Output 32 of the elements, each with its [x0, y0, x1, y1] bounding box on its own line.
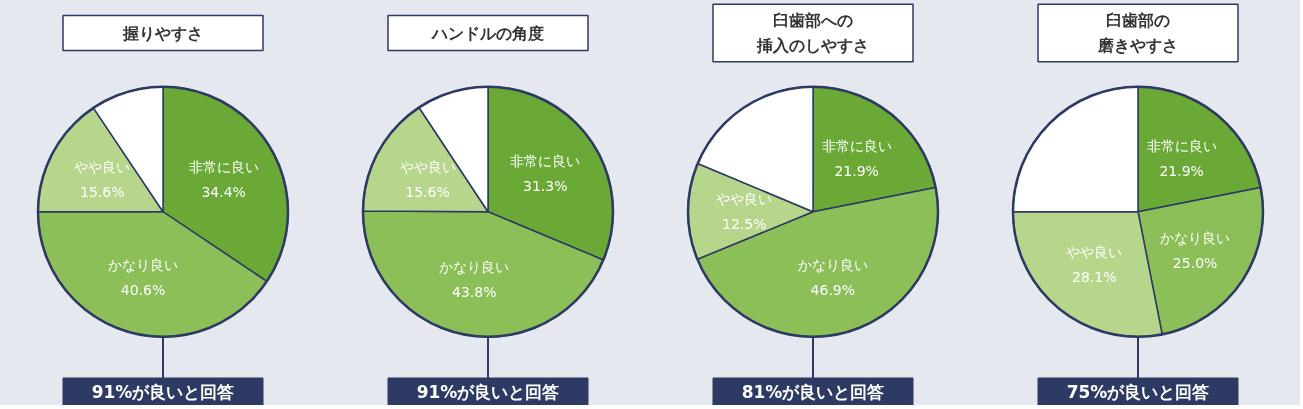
data-label: 12.5% [722, 216, 767, 233]
slice-label: 非常に良い [1146, 138, 1217, 155]
data-label: 21.9% [1159, 163, 1204, 180]
data-label: 28.1% [1072, 269, 1117, 286]
chart-title: ハンドルの角度 [431, 23, 544, 43]
text: 75%が良いと回答 [1066, 381, 1210, 402]
data-label: 43.8% [452, 283, 497, 300]
slice-label: 非常に良い [188, 158, 259, 175]
chart-title: 臼歯部の磨きやすさ [1097, 11, 1178, 55]
slice-label: かなり良い [797, 257, 868, 274]
data-label: 25.0% [1172, 254, 1218, 271]
data-label: 40.6% [120, 282, 166, 299]
data-label: 15.6% [80, 183, 125, 200]
slice-label: かなり良い [439, 258, 510, 275]
slice-label: 非常に良い [821, 138, 892, 155]
text: 91%が良いと回答 [416, 381, 560, 402]
slice-label: かなり良い [107, 257, 178, 274]
chart-title: 握りやすさ [122, 23, 203, 43]
data-label: 15.6% [405, 183, 450, 200]
slice-label: 非常に良い [510, 153, 581, 170]
data-label: 21.9% [834, 163, 879, 180]
slice-label: やや良い [399, 158, 456, 175]
data-label: 31.3% [522, 178, 568, 195]
data-label: 34.4% [201, 183, 246, 200]
slice-label: かなり良い [1160, 229, 1231, 246]
slice-label: やや良い [716, 191, 773, 208]
slice-label: やや良い [74, 158, 131, 175]
chart-title: 臼歯部への挿入のしやすさ [756, 11, 869, 55]
text: 91%が良いと回答 [91, 381, 235, 402]
data-label: 46.9% [810, 282, 856, 299]
text: 81%が良いと回答 [741, 381, 885, 402]
slice-label: やや良い [1066, 244, 1123, 261]
